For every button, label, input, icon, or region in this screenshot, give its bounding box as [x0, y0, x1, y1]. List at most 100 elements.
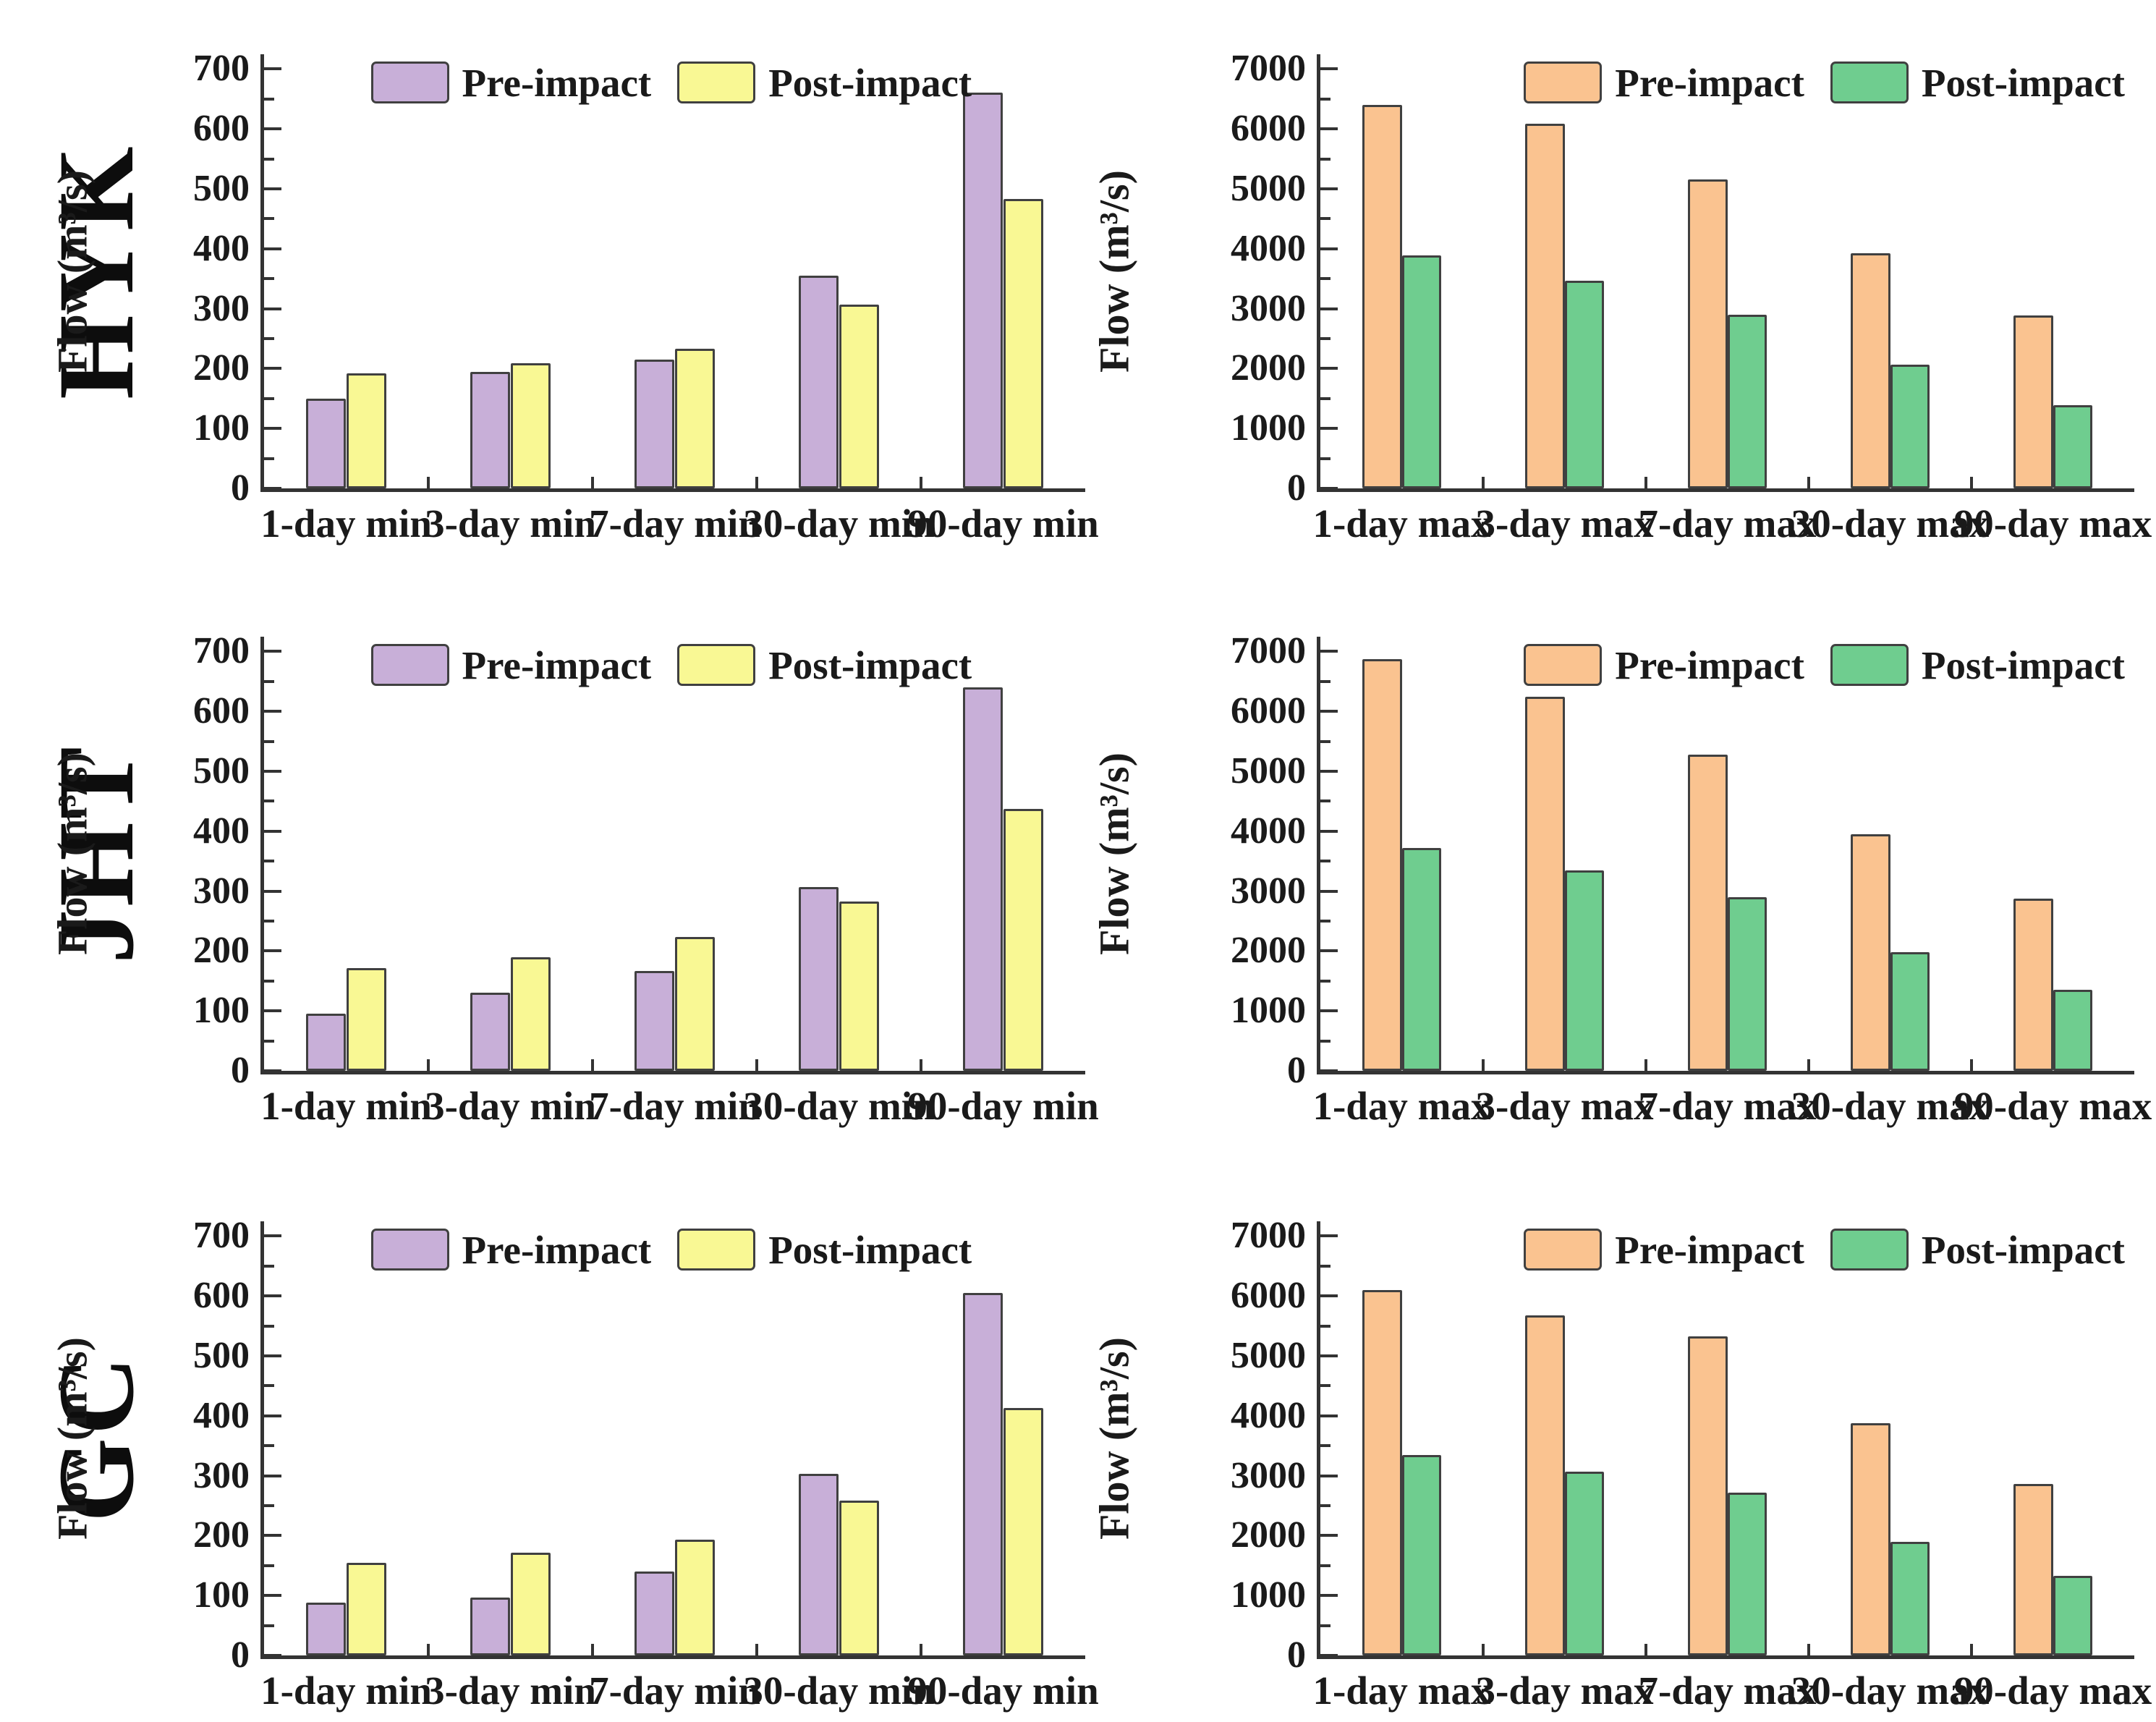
y-axis-major-tick: [1320, 710, 1338, 713]
y-axis-tick-label: 5000: [1231, 167, 1306, 209]
bar-pre-impact: [1524, 697, 1565, 1071]
y-axis-tick-label: 100: [193, 1574, 250, 1616]
x-axis-tick: [1482, 1644, 1485, 1655]
bar-post-impact: [510, 362, 551, 488]
legend-entry-pre-impact: Pre-impact: [1524, 644, 1804, 686]
y-axis-tick-label: 400: [193, 227, 250, 269]
y-axis-minor-tick: [1320, 1444, 1330, 1448]
legend-entry-pre-impact: Pre-impact: [1524, 1229, 1804, 1271]
y-axis-minor-tick: [264, 1564, 274, 1567]
y-axis-major-tick: [1320, 889, 1338, 893]
bar-pre-impact: [635, 970, 675, 1071]
y-axis-major-tick: [264, 1654, 281, 1657]
y-axis-minor-tick: [264, 396, 274, 400]
y-axis-major-tick: [264, 1069, 281, 1072]
x-axis-category-label: 3-day min: [425, 1668, 596, 1713]
x-axis-tick: [1970, 1059, 1973, 1071]
x-axis-tick: [591, 1059, 594, 1071]
chart-jht-max-flow: Flow (m³/s) 0 1000 2000 3000 4000 5000 6000 700…: [1091, 632, 2152, 1127]
x-axis-tick: [1482, 1059, 1485, 1071]
bar-pre-impact: [963, 93, 1003, 488]
y-axis-tick-label: 7000: [1231, 630, 1306, 672]
x-axis-category-label: 1-day min: [260, 1084, 432, 1128]
y-axis-tick-label: 6000: [1231, 1275, 1306, 1317]
bar-pre-impact: [1687, 179, 1728, 488]
y-axis-tick-label: 5000: [1231, 750, 1306, 792]
y-axis-tick-label: 2000: [1231, 347, 1306, 389]
legend-swatch-post-impact: [1830, 644, 1909, 686]
x-axis-category-label: 3-day min: [425, 501, 596, 546]
y-axis-major-tick: [264, 187, 281, 190]
bar-pre-impact: [1687, 754, 1728, 1071]
y-axis-minor-tick: [1320, 457, 1330, 460]
y-axis-minor-tick: [264, 1039, 274, 1043]
bar-pre-impact: [799, 276, 839, 488]
y-axis-tick-label: 0: [231, 1050, 250, 1091]
y-axis-minor-tick: [264, 277, 274, 281]
y-axis-major-tick: [1320, 427, 1338, 430]
y-axis-tick-label: 700: [193, 48, 250, 90]
y-axis-tick-label: 0: [231, 467, 250, 509]
y-axis-minor-tick: [264, 157, 274, 161]
y-axis-tick-label: 2000: [1231, 930, 1306, 972]
y-axis-major-tick: [1320, 1294, 1338, 1298]
legend-label: Post-impact: [1921, 1227, 2125, 1272]
y-axis-major-tick: [1320, 650, 1338, 653]
y-axis-major-tick: [1320, 1594, 1338, 1598]
bar-post-impact: [1003, 809, 1043, 1071]
x-axis-tick: [427, 1059, 430, 1071]
y-axis-title: Flow (m³/s): [48, 1337, 96, 1540]
chart-gc-max-flow: Flow (m³/s) 0 1000 2000 3000 4000 5000 6000 700…: [1091, 1217, 2152, 1711]
y-axis-major-tick: [1320, 127, 1338, 131]
y-axis-minor-tick: [264, 919, 274, 922]
y-axis-tick-label: 600: [193, 1275, 250, 1317]
y-axis-tick-label: 0: [231, 1634, 250, 1676]
y-axis-tick-label: 4000: [1231, 227, 1306, 269]
x-axis-category-label: 7-day max: [1638, 1668, 1817, 1713]
bar-post-impact: [1564, 1471, 1605, 1655]
x-axis-tick: [920, 1059, 922, 1071]
y-axis-title: Flow (m³/s): [1090, 170, 1138, 373]
bar-pre-impact: [306, 398, 347, 488]
bar-post-impact: [1890, 365, 1930, 488]
bar-post-impact: [1727, 1492, 1767, 1655]
legend-swatch-pre-impact: [1524, 1229, 1603, 1271]
bar-pre-impact: [799, 886, 839, 1071]
y-axis-major-tick: [264, 127, 281, 131]
bar-post-impact: [839, 304, 879, 488]
bar-pre-impact: [963, 1292, 1003, 1655]
y-axis-major-tick: [264, 1414, 281, 1417]
legend-swatch-post-impact: [1830, 1229, 1909, 1271]
bar-post-impact: [346, 1562, 386, 1655]
legend-entry-post-impact: Post-impact: [677, 62, 972, 103]
y-axis-minor-tick: [264, 1624, 274, 1627]
bar-pre-impact: [1850, 253, 1890, 488]
chart-hyk-max-flow: Flow (m³/s) 0 1000 2000 3000 4000 5000 6000 700…: [1091, 50, 2152, 544]
bar-post-impact: [674, 936, 715, 1071]
legend-entry-post-impact: Post-impact: [1830, 62, 2125, 103]
x-axis-category-label: 90-day min: [907, 1084, 1099, 1128]
y-axis-minor-tick: [1320, 1564, 1330, 1567]
bar-post-impact: [839, 1501, 879, 1655]
y-axis-minor-tick: [1320, 1264, 1330, 1268]
bar-pre-impact: [1850, 1422, 1890, 1655]
y-axis-tick-label: 4000: [1231, 1394, 1306, 1436]
x-axis-tick: [591, 477, 594, 488]
legend-label: Pre-impact: [1615, 642, 1804, 687]
y-axis-major-tick: [1320, 67, 1338, 71]
chart-legend: Pre-impact Post-impact: [1524, 644, 2125, 686]
y-axis-major-tick: [264, 1594, 281, 1598]
y-axis-major-tick: [1320, 367, 1338, 370]
x-axis-tick: [1644, 1059, 1647, 1071]
bar-pre-impact: [1524, 124, 1565, 488]
bar-post-impact: [510, 1552, 551, 1655]
y-axis-major-tick: [264, 1474, 281, 1477]
y-axis-tick-label: 300: [193, 1454, 250, 1496]
bar-pre-impact: [1524, 1315, 1565, 1655]
y-axis-major-tick: [264, 1234, 281, 1238]
x-axis-tick: [1482, 477, 1485, 488]
legend-label: Post-impact: [768, 642, 972, 687]
y-axis-minor-tick: [1320, 679, 1330, 683]
bar-post-impact: [839, 902, 879, 1071]
